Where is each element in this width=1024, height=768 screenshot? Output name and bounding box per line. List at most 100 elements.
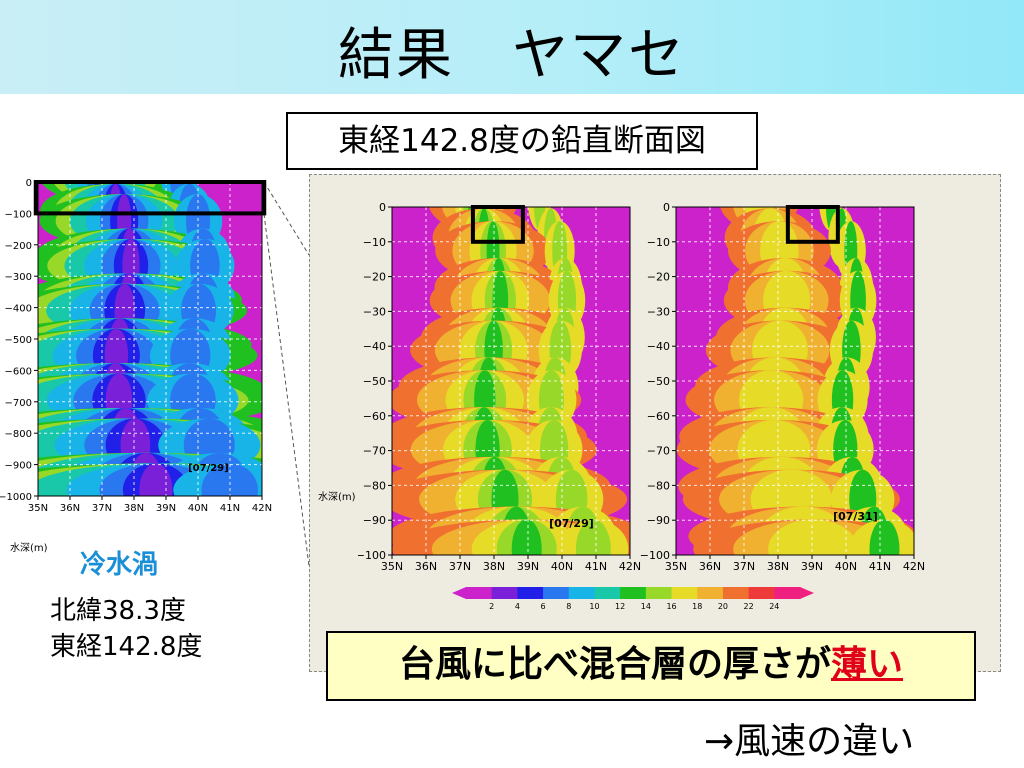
colorbar-tick-label: 22: [744, 602, 754, 610]
depth-axis-label: 水深(m): [318, 492, 356, 503]
colorbar-swatch: [466, 587, 493, 599]
x-tick-label: 37N: [733, 560, 755, 573]
colorbar-swatch: [543, 587, 570, 599]
y-tick-label: −200: [5, 241, 32, 252]
cold-eddy-label: 冷水渦: [80, 550, 159, 580]
date-label: [07/29]: [549, 517, 594, 530]
x-tick-label: 41N: [220, 503, 240, 514]
x-tick-label: 35N: [381, 560, 403, 573]
highlight-box: [33, 180, 267, 216]
y-tick-label: −800: [5, 429, 32, 440]
colorbar-tick-label: 10: [589, 602, 599, 610]
x-tick-label: 42N: [903, 560, 925, 573]
field-shape: [139, 463, 173, 496]
y-tick-label: −20: [363, 271, 386, 284]
conclusion-emphasis: 薄い: [831, 644, 904, 685]
field-shape: [768, 519, 859, 555]
y-tick-label: −90: [647, 514, 670, 527]
y-tick-label: 0: [26, 178, 32, 189]
colorbar: 2 4 6 8 10 12 14 16 18 20 22 24: [448, 586, 818, 614]
colorbar-swatch: [722, 587, 750, 599]
field-shape: [511, 519, 542, 555]
field-shape: [869, 519, 900, 555]
section-subtitle: 東経142.8度の鉛直断面図: [286, 112, 758, 170]
x-tick-label: 39N: [156, 503, 176, 514]
highlight-box: [470, 205, 525, 244]
x-tick-label: 40N: [551, 560, 573, 573]
colorbar-swatch: [697, 587, 724, 599]
conclusion-box: 台風に比べ混合層の厚さが薄い: [326, 631, 976, 701]
y-tick-label: −50: [363, 375, 386, 388]
y-tick-label: −400: [5, 304, 32, 315]
y-tick-label: −40: [647, 340, 670, 353]
y-tick-label: −10: [363, 236, 386, 249]
x-tick-label: 39N: [517, 560, 539, 573]
colorbar-swatch: [774, 587, 801, 599]
footer-note: →風速の違い: [704, 721, 915, 762]
y-tick-label: 0: [379, 201, 386, 214]
colorbar-tick-label: 12: [615, 602, 625, 610]
y-tick-label: −900: [5, 461, 32, 472]
y-tick-label: −30: [647, 305, 670, 318]
latitude-text: 北緯38.3度: [50, 596, 186, 626]
y-tick-label: −10: [647, 236, 670, 249]
y-tick-label: −60: [647, 410, 670, 423]
x-tick-label: 37N: [92, 503, 112, 514]
x-tick-label: 38N: [124, 503, 144, 514]
conclusion-text: 台風に比べ混合層の厚さが: [398, 644, 831, 685]
y-tick-label: −60: [363, 410, 386, 423]
x-tick-label: 36N: [415, 560, 437, 573]
colorbar-arrow: [800, 587, 814, 599]
x-tick-label: 41N: [869, 560, 891, 573]
x-tick-label: 42N: [252, 503, 272, 514]
colorbar-swatch: [645, 587, 673, 599]
depth-axis-label: 水深(m): [10, 543, 48, 554]
date-label: [07/29]: [188, 463, 229, 474]
y-tick-label: 0: [663, 201, 670, 214]
x-tick-label: 35N: [28, 503, 48, 514]
y-tick-label: −50: [647, 375, 670, 388]
highlight-box: [785, 205, 840, 244]
colorbar-tick-label: 2: [489, 602, 494, 610]
field-shape: [575, 519, 611, 555]
x-tick-label: 41N: [585, 560, 607, 573]
y-tick-label: −100: [358, 549, 386, 562]
y-tick-label: −70: [647, 445, 670, 458]
colorbar-tick-label: 20: [718, 602, 728, 610]
header-bar: 結果 ヤマセ: [0, 0, 1024, 94]
y-tick-label: −1000: [0, 492, 32, 503]
colorbar-swatch: [594, 587, 621, 599]
longitude-text: 東経142.8度: [50, 632, 203, 662]
page-title: 結果 ヤマセ: [338, 23, 686, 88]
colorbar-tick-label: 4: [515, 602, 520, 610]
x-tick-label: 39N: [801, 560, 823, 573]
y-tick-label: −80: [363, 479, 386, 492]
y-tick-label: −90: [363, 514, 386, 527]
x-tick-label: 36N: [699, 560, 721, 573]
x-tick-label: 38N: [483, 560, 505, 573]
colorbar-swatch: [620, 587, 647, 599]
colorbar-swatch: [517, 587, 544, 599]
y-tick-label: −80: [647, 479, 670, 492]
x-tick-label: 37N: [449, 560, 471, 573]
x-tick-label: 42N: [619, 560, 641, 573]
y-tick-label: −100: [640, 549, 670, 562]
colorbar-tick-label: 18: [692, 602, 702, 610]
colorbar-tick-label: 8: [566, 602, 571, 610]
chart-shallow-0729: 35N 36N 37N 38N 39N 40N 41N 42N 0 −10 −20 −30 −40 −50…: [358, 197, 648, 582]
chart-deep-0729: 35N 36N 37N 38N 39N 40N 41N 42N 0 −100 −200 −300 −40…: [0, 172, 290, 522]
x-tick-label: 36N: [60, 503, 80, 514]
x-tick-label: 40N: [835, 560, 857, 573]
field-shape: [201, 463, 258, 496]
date-label: [07/31]: [833, 510, 878, 523]
y-tick-label: −700: [5, 398, 32, 409]
y-tick-label: −500: [5, 335, 32, 346]
y-tick-label: −100: [5, 209, 32, 220]
y-tick-label: −600: [5, 366, 32, 377]
colorbar-swatch: [748, 587, 775, 599]
chart-shallow-0731: 35N 36N 37N 38N 39N 40N 41N 42N 0 −10 −20 −30 −40 −50…: [640, 197, 940, 582]
x-tick-label: 40N: [188, 503, 208, 514]
y-tick-label: −20: [647, 271, 670, 284]
colorbar-tick-label: 16: [666, 602, 676, 610]
